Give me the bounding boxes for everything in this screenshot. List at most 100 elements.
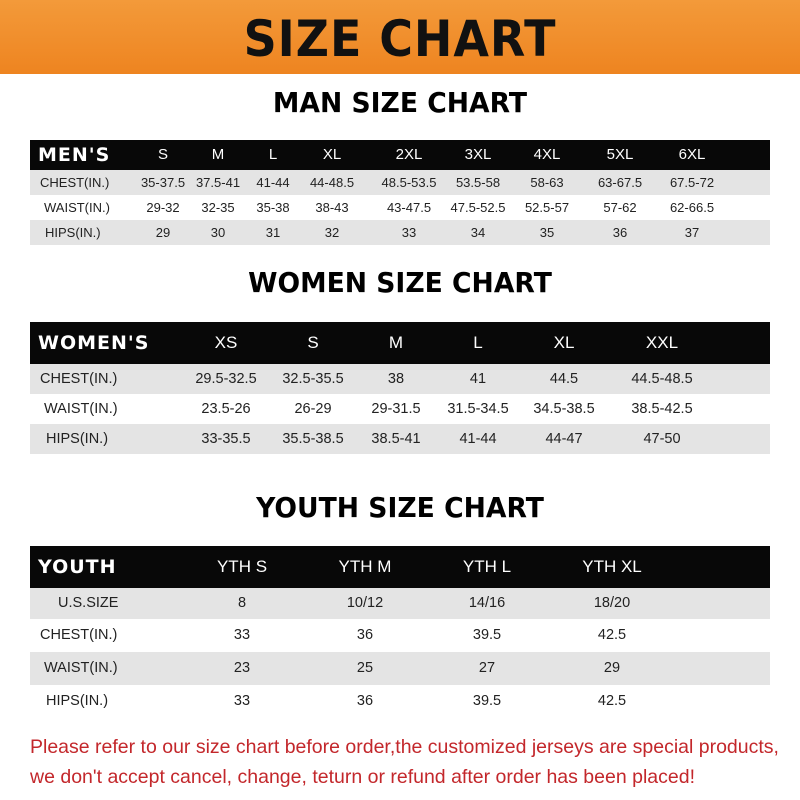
row-label: CHEST(IN.) bbox=[40, 175, 110, 190]
youth-table-row: HIPS(IN.) 33 36 39.5 42.5 bbox=[30, 685, 770, 717]
size-column-header: S bbox=[307, 333, 319, 352]
size-value-cell: 29 bbox=[603, 660, 621, 676]
size-value-cell: 53.5-58 bbox=[455, 175, 501, 190]
row-label: U.S.SIZE bbox=[58, 595, 119, 611]
size-value-cell: 26-29 bbox=[294, 401, 332, 417]
size-value-cell: 47-50 bbox=[643, 431, 681, 447]
size-value-cell: 29 bbox=[155, 225, 171, 240]
size-column-header: 4XL bbox=[533, 146, 561, 163]
size-value-cell: 37.5-41 bbox=[195, 175, 241, 190]
size-value-cell: 67.5-72 bbox=[669, 175, 715, 190]
size-value-cell: 36 bbox=[612, 225, 628, 240]
size-column-header: L bbox=[268, 146, 278, 163]
size-value-cell: 44.5 bbox=[549, 371, 579, 387]
size-value-cell: 52.5-57 bbox=[524, 200, 570, 215]
men-size-table: MEN'S S M L XL 2XL 3XL 4XL 5XL 6XL CHEST(IN.) 35-37… bbox=[30, 140, 770, 245]
size-value-cell: 62-66.5 bbox=[669, 200, 715, 215]
row-label: HIPS(IN.) bbox=[46, 431, 109, 447]
size-value-cell: 36 bbox=[356, 693, 374, 709]
size-value-cell: 38 bbox=[387, 371, 405, 387]
row-label: WAIST(IN.) bbox=[44, 401, 118, 417]
size-column-header: YTH S bbox=[216, 557, 268, 576]
size-value-cell: 27 bbox=[478, 660, 496, 676]
size-column-header: XL bbox=[553, 333, 575, 352]
size-value-cell: 35-38 bbox=[256, 200, 290, 215]
youth-section-title: YOUTH SIZE CHART bbox=[256, 491, 544, 524]
size-value-cell: 31.5-34.5 bbox=[447, 401, 509, 417]
women-header-label: WOMEN'S bbox=[38, 332, 150, 354]
women-table-row: WAIST(IN.) 23.5-26 26-29 29-31.5 31.5-34.5 34… bbox=[30, 394, 770, 424]
size-value-cell: 35 bbox=[539, 225, 555, 240]
size-column-header: M bbox=[388, 333, 404, 352]
size-value-cell: 36 bbox=[356, 627, 374, 643]
youth-header-label: YOUTH bbox=[38, 556, 117, 578]
men-section-title: MAN SIZE CHART bbox=[272, 86, 528, 119]
size-column-header: 2XL bbox=[395, 146, 423, 163]
size-value-cell: 35.5-38.5 bbox=[282, 431, 344, 447]
size-value-cell: 58-63 bbox=[530, 175, 564, 190]
men-table-row: HIPS(IN.) 29 30 31 32 33 34 35 36 37 bbox=[30, 220, 770, 245]
size-value-cell: 33 bbox=[233, 693, 251, 709]
size-column-header: XXL bbox=[645, 333, 679, 352]
size-value-cell: 29-32 bbox=[146, 200, 180, 215]
title-banner: SIZE CHART bbox=[0, 0, 800, 74]
size-column-header: YTH M bbox=[338, 557, 392, 576]
size-value-cell: 39.5 bbox=[472, 627, 502, 643]
size-column-header: 3XL bbox=[464, 146, 492, 163]
size-value-cell: 39.5 bbox=[472, 693, 502, 709]
size-value-cell: 32 bbox=[324, 225, 340, 240]
women-section-title: WOMEN SIZE CHART bbox=[248, 266, 552, 299]
women-table-row: CHEST(IN.) 29.5-32.5 32.5-35.5 38 41 44.5 44.5… bbox=[30, 364, 770, 394]
size-value-cell: 33 bbox=[401, 225, 417, 240]
women-size-table: WOMEN'S XS S M L XL XXL CHEST(IN.) 29.5-32.5 32.5… bbox=[30, 322, 770, 454]
size-value-cell: 44-47 bbox=[545, 431, 583, 447]
row-label: WAIST(IN.) bbox=[44, 200, 110, 215]
size-value-cell: 38.5-41 bbox=[371, 431, 421, 447]
size-value-cell: 63-67.5 bbox=[597, 175, 643, 190]
size-column-header: 6XL bbox=[678, 146, 706, 163]
men-table-row: WAIST(IN.) 29-32 32-35 35-38 38-43 43-47.5 47.… bbox=[30, 195, 770, 220]
men-header-label: MEN'S bbox=[38, 144, 111, 166]
women-header-row: WOMEN'S XS S M L XL XXL bbox=[30, 322, 770, 364]
size-column-header: M bbox=[211, 146, 225, 163]
size-value-cell: 34 bbox=[470, 225, 486, 240]
size-value-cell: 8 bbox=[237, 595, 247, 611]
size-column-header: S bbox=[157, 146, 169, 163]
size-value-cell: 41-44 bbox=[459, 431, 497, 447]
size-value-cell: 31 bbox=[265, 225, 281, 240]
size-value-cell: 23.5-26 bbox=[201, 401, 251, 417]
page-title: SIZE CHART bbox=[243, 10, 557, 68]
men-header-row: MEN'S S M L XL 2XL 3XL 4XL 5XL 6XL bbox=[30, 140, 770, 170]
size-value-cell: 44-48.5 bbox=[309, 175, 355, 190]
youth-table-row: WAIST(IN.) 23 25 27 29 bbox=[30, 652, 770, 685]
size-value-cell: 48.5-53.5 bbox=[381, 175, 437, 190]
row-label: HIPS(IN.) bbox=[45, 225, 101, 240]
order-note-line-1: Please refer to our size chart before or… bbox=[30, 736, 779, 758]
size-value-cell: 29.5-32.5 bbox=[195, 371, 257, 387]
size-value-cell: 10/12 bbox=[346, 595, 384, 611]
size-column-header: L bbox=[473, 333, 483, 352]
women-table-row: HIPS(IN.) 33-35.5 35.5-38.5 38.5-41 41-44 44-… bbox=[30, 424, 770, 454]
size-value-cell: 37 bbox=[684, 225, 700, 240]
row-label: CHEST(IN.) bbox=[40, 627, 118, 643]
size-value-cell: 33-35.5 bbox=[201, 431, 251, 447]
size-value-cell: 32-35 bbox=[201, 200, 235, 215]
row-label: CHEST(IN.) bbox=[40, 371, 118, 387]
size-value-cell: 23 bbox=[233, 660, 251, 676]
size-value-cell: 34.5-38.5 bbox=[533, 401, 595, 417]
size-column-header: YTH XL bbox=[582, 557, 642, 576]
row-label: HIPS(IN.) bbox=[46, 693, 109, 709]
size-column-header: XS bbox=[214, 333, 238, 352]
size-value-cell: 29-31.5 bbox=[371, 401, 421, 417]
size-column-header: XL bbox=[322, 146, 342, 163]
size-value-cell: 43-47.5 bbox=[386, 200, 432, 215]
size-value-cell: 41 bbox=[469, 371, 487, 387]
size-value-cell: 42.5 bbox=[597, 627, 627, 643]
men-table-row: CHEST(IN.) 35-37.5 37.5-41 41-44 44-48.5 48.5… bbox=[30, 170, 770, 195]
size-value-cell: 18/20 bbox=[593, 595, 631, 611]
size-value-cell: 30 bbox=[210, 225, 226, 240]
size-value-cell: 44.5-48.5 bbox=[631, 371, 693, 387]
size-value-cell: 47.5-52.5 bbox=[450, 200, 506, 215]
size-value-cell: 42.5 bbox=[597, 693, 627, 709]
